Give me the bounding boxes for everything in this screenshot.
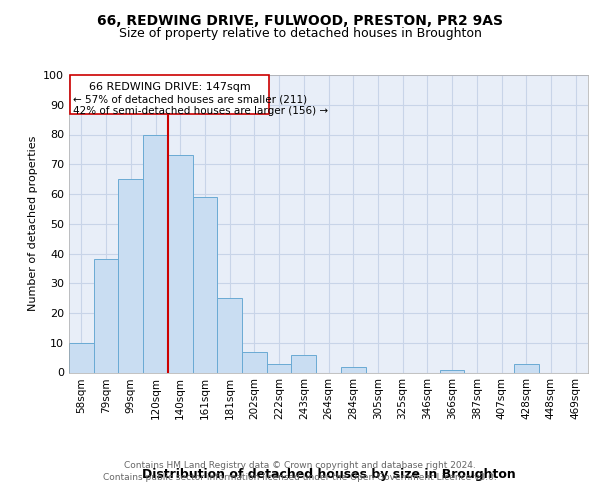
Text: ← 57% of detached houses are smaller (211): ← 57% of detached houses are smaller (21… xyxy=(73,94,307,104)
Text: Contains HM Land Registry data © Crown copyright and database right 2024.: Contains HM Land Registry data © Crown c… xyxy=(124,461,476,470)
Text: 42% of semi-detached houses are larger (156) →: 42% of semi-detached houses are larger (… xyxy=(73,106,328,116)
X-axis label: Distribution of detached houses by size in Broughton: Distribution of detached houses by size … xyxy=(142,468,515,481)
Text: 66 REDWING DRIVE: 147sqm: 66 REDWING DRIVE: 147sqm xyxy=(89,82,251,92)
Bar xyxy=(69,343,94,372)
Bar xyxy=(267,364,292,372)
Bar xyxy=(514,364,539,372)
Text: 66, REDWING DRIVE, FULWOOD, PRESTON, PR2 9AS: 66, REDWING DRIVE, FULWOOD, PRESTON, PR2… xyxy=(97,14,503,28)
Text: Size of property relative to detached houses in Broughton: Size of property relative to detached ho… xyxy=(119,28,481,40)
Bar xyxy=(440,370,464,372)
Bar xyxy=(143,134,168,372)
Bar xyxy=(292,354,316,372)
Text: Contains public sector information licensed under the Open Government Licence v3: Contains public sector information licen… xyxy=(103,474,497,482)
Bar xyxy=(242,352,267,372)
Bar xyxy=(70,75,269,114)
Bar xyxy=(118,179,143,372)
Bar xyxy=(168,156,193,372)
Bar xyxy=(217,298,242,372)
Y-axis label: Number of detached properties: Number of detached properties xyxy=(28,136,38,312)
Bar xyxy=(94,260,118,372)
Bar xyxy=(341,366,365,372)
Bar xyxy=(193,197,217,372)
